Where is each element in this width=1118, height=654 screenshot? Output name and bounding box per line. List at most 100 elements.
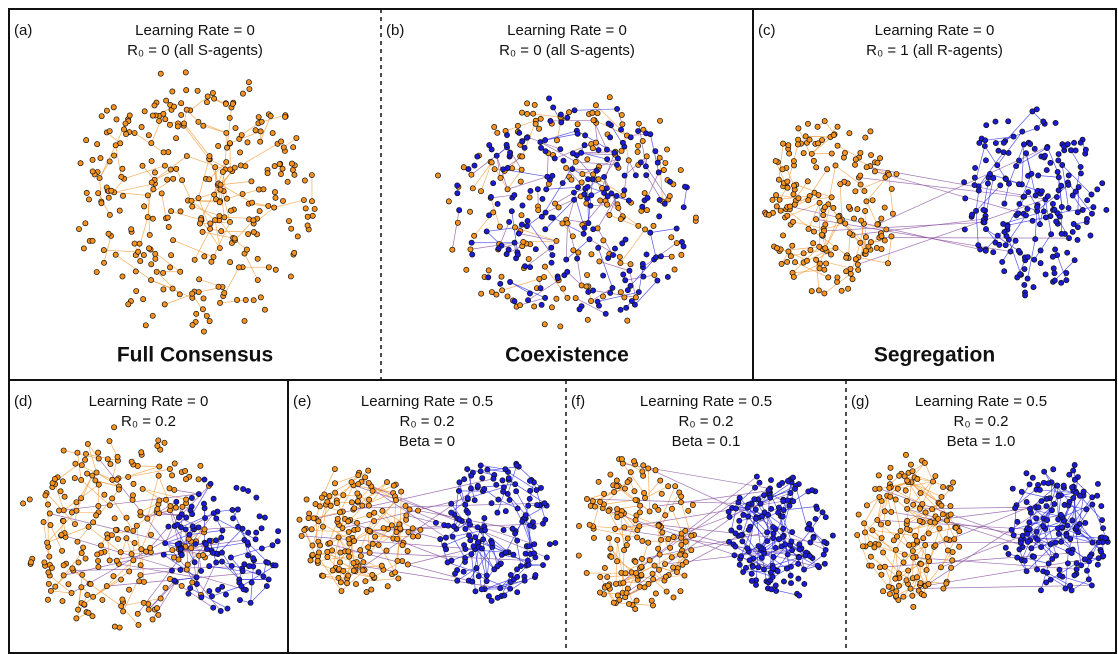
node: [514, 122, 521, 129]
node: [316, 503, 323, 510]
node: [443, 534, 449, 541]
node: [834, 274, 841, 281]
edge: [907, 508, 1032, 549]
node: [454, 190, 461, 197]
node: [1065, 205, 1072, 211]
node: [1084, 197, 1091, 204]
node: [206, 153, 213, 160]
node: [146, 232, 153, 238]
node: [384, 583, 391, 590]
edge: [202, 231, 235, 239]
node: [726, 538, 733, 545]
panel-label: (c): [758, 22, 776, 39]
node: [680, 243, 687, 250]
node: [309, 212, 316, 219]
edge: [616, 539, 624, 583]
node: [589, 109, 596, 116]
node: [1006, 180, 1012, 187]
node: [380, 525, 387, 531]
node: [256, 208, 263, 215]
node: [1038, 498, 1045, 505]
node: [230, 515, 236, 522]
node: [518, 166, 525, 173]
node: [199, 228, 206, 235]
node: [631, 488, 638, 495]
node: [539, 195, 546, 202]
node: [86, 196, 92, 203]
node: [246, 86, 253, 92]
node: [69, 565, 76, 572]
node: [1087, 553, 1093, 560]
node: [1070, 221, 1077, 227]
node: [821, 266, 828, 273]
node: [148, 277, 154, 284]
node: [801, 580, 808, 587]
node: [314, 557, 321, 564]
node: [44, 539, 51, 546]
node: [626, 267, 633, 274]
node: [1059, 162, 1066, 168]
node: [610, 599, 617, 606]
node: [748, 577, 755, 584]
node: [892, 496, 899, 503]
node: [1055, 493, 1062, 500]
node: [772, 544, 779, 551]
edge: [1019, 173, 1032, 205]
node: [93, 269, 100, 275]
node: [114, 536, 121, 542]
edge: [175, 168, 192, 201]
edge: [881, 495, 888, 539]
node: [999, 258, 1006, 265]
node: [655, 169, 662, 176]
node: [72, 521, 78, 527]
node: [235, 523, 242, 530]
node: [156, 497, 163, 504]
edge: [634, 280, 658, 305]
edge: [815, 259, 820, 291]
node: [77, 160, 84, 167]
node: [822, 221, 829, 228]
node: [740, 511, 747, 518]
node: [832, 162, 839, 169]
node: [203, 99, 210, 106]
node: [784, 212, 791, 219]
node: [909, 548, 916, 554]
node: [111, 152, 118, 159]
edge: [760, 483, 799, 504]
node: [59, 478, 66, 485]
node: [640, 462, 647, 469]
node: [821, 204, 828, 211]
node: [943, 580, 950, 587]
edge: [240, 143, 278, 166]
node: [494, 129, 501, 136]
node: [1095, 555, 1102, 562]
node: [845, 285, 852, 292]
node: [199, 306, 206, 313]
node: [365, 544, 372, 551]
edge: [115, 145, 122, 177]
node: [287, 273, 294, 280]
node: [658, 536, 665, 543]
node: [1055, 151, 1062, 158]
node: [533, 487, 540, 494]
node: [90, 519, 97, 526]
node: [488, 194, 494, 200]
node: [226, 114, 233, 121]
node: [398, 488, 405, 495]
node: [862, 134, 869, 141]
node: [305, 515, 312, 522]
node: [404, 548, 411, 555]
edge: [1040, 563, 1050, 591]
node: [221, 214, 228, 221]
edge: [888, 174, 894, 214]
node: [873, 245, 880, 251]
node: [196, 276, 203, 283]
node: [1021, 557, 1028, 564]
node: [527, 522, 533, 529]
edge: [879, 552, 1072, 568]
node: [784, 478, 791, 484]
node: [1094, 492, 1101, 499]
edge: [601, 152, 615, 189]
node: [655, 545, 662, 552]
node: [1067, 582, 1074, 589]
